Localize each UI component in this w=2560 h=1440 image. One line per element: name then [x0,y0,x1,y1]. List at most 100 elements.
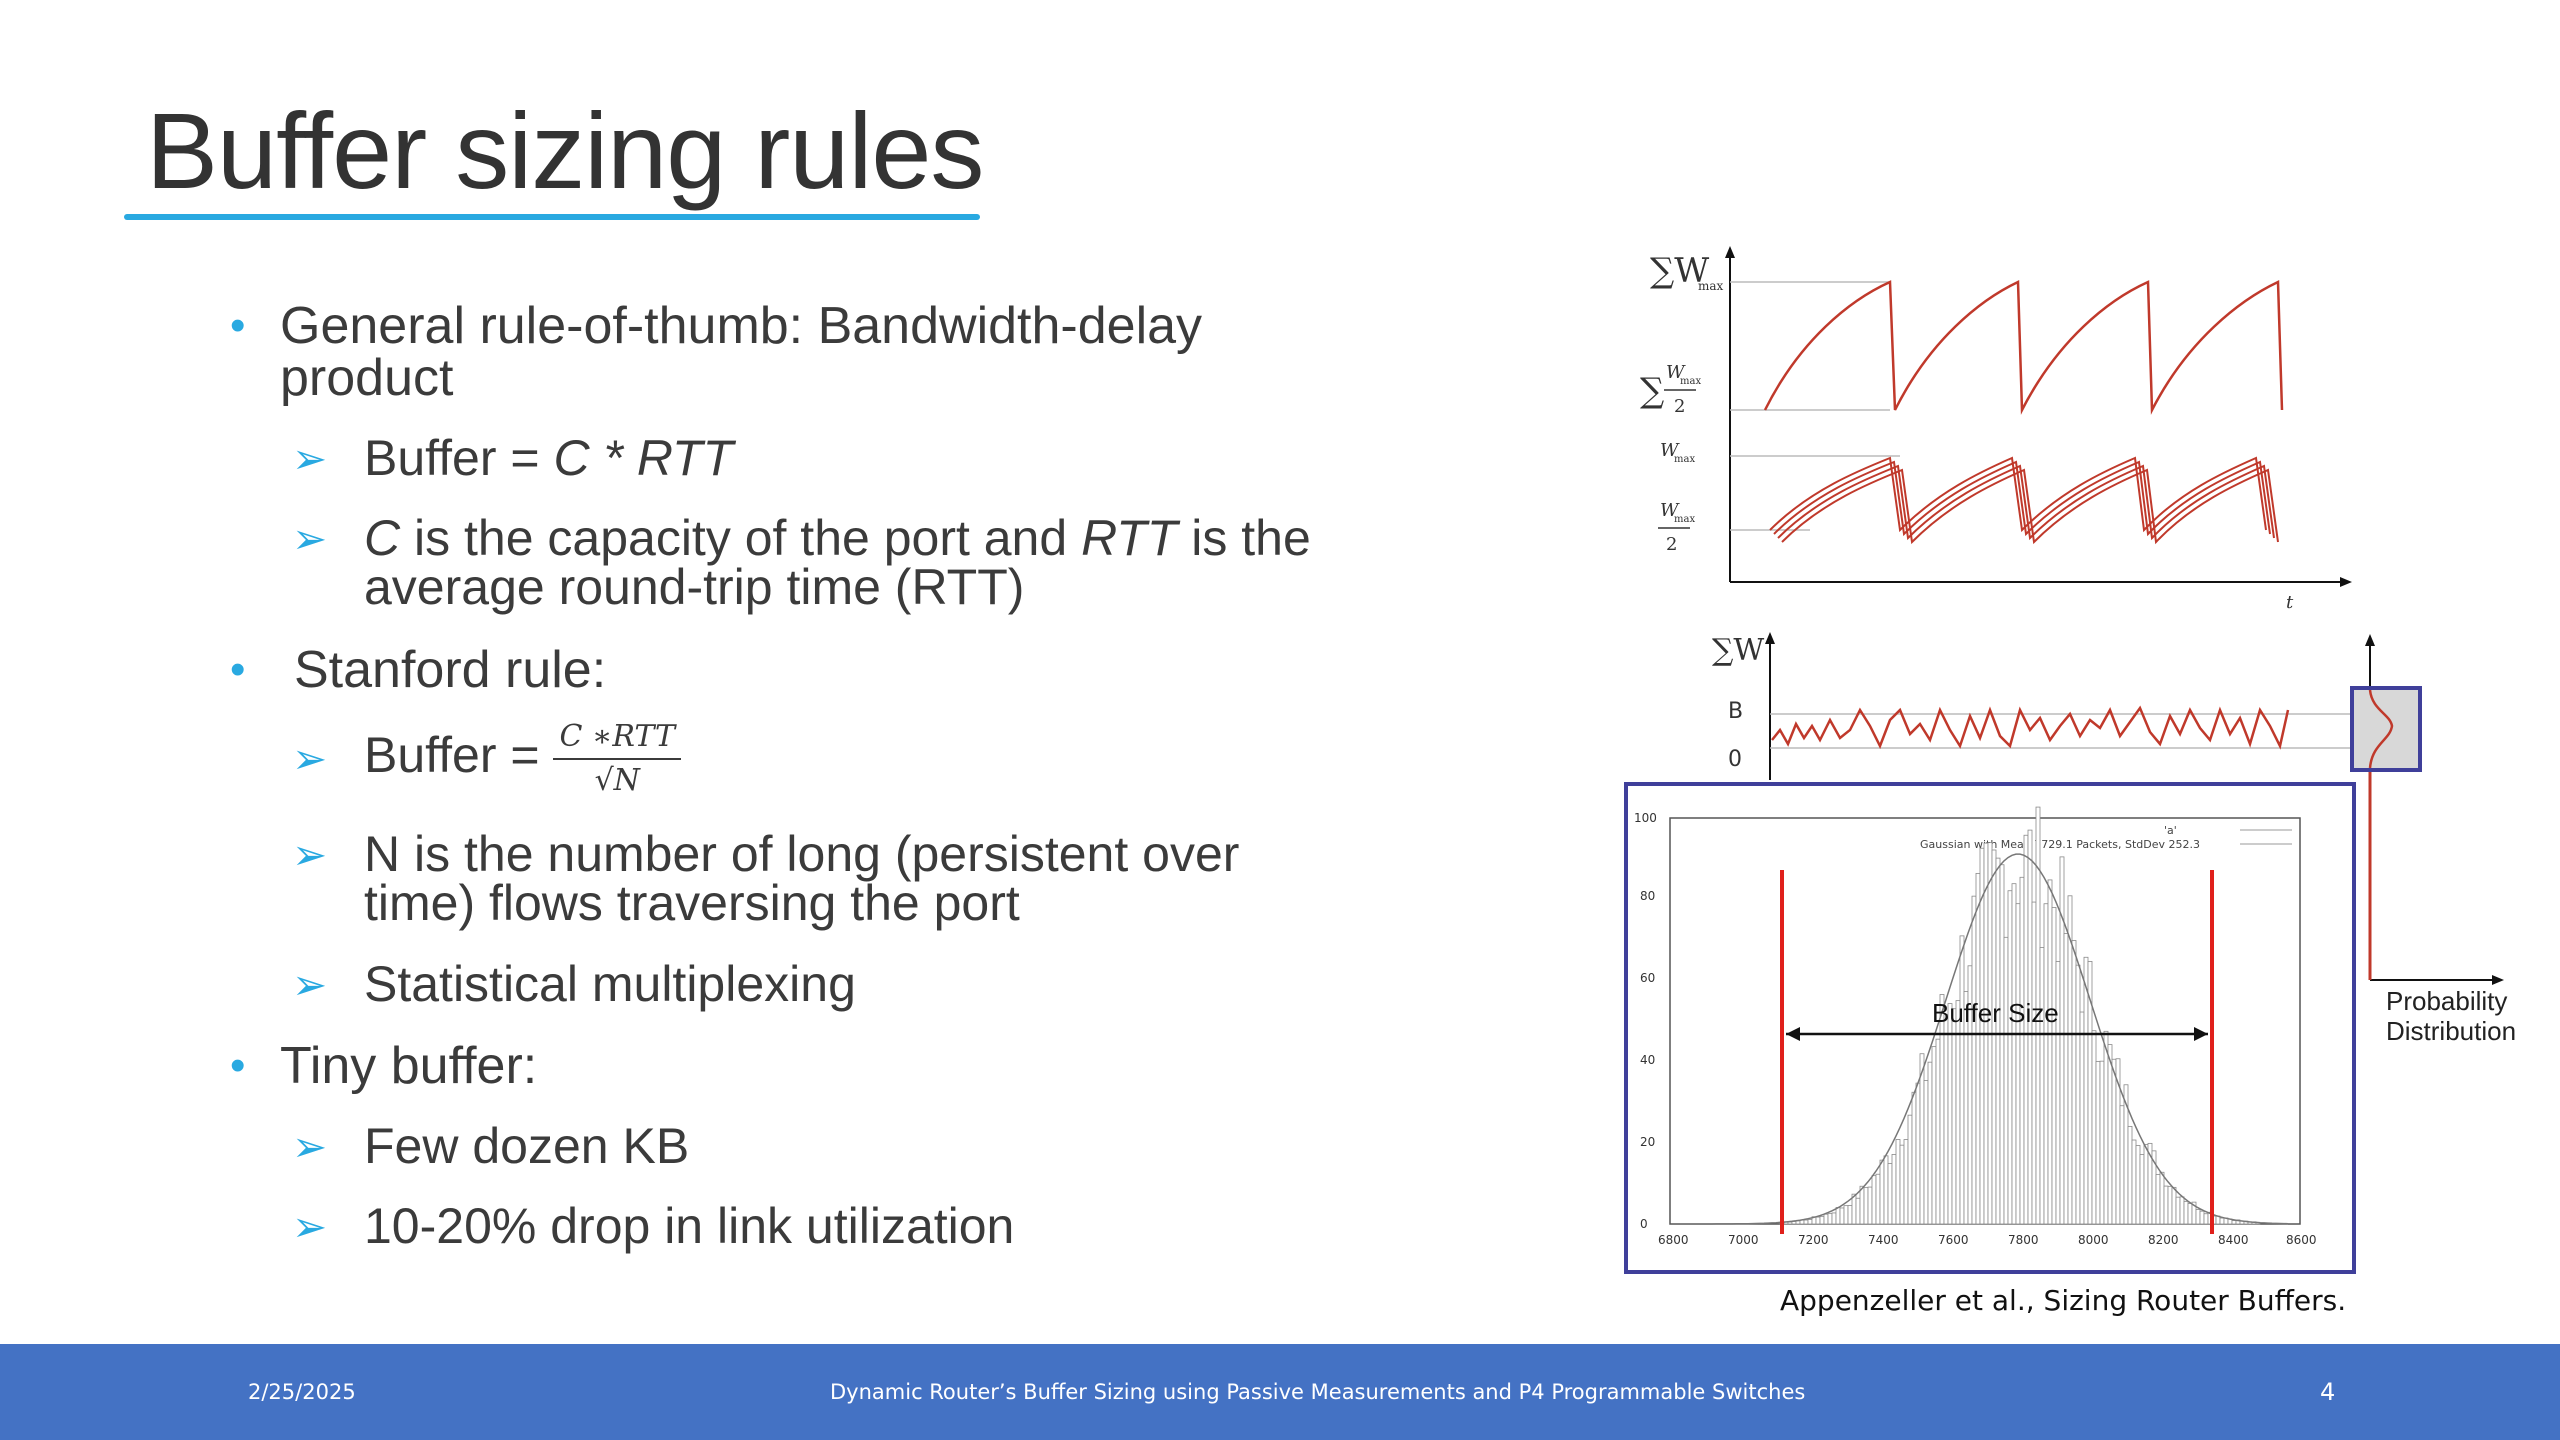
histogram-bar [1879,1159,1885,1225]
histogram-bar [1823,1213,1829,1225]
arrow-bullet-icon: ➢ [292,435,328,482]
bullet-text: Stanford rule: [294,641,607,699]
histogram-bar [1915,1082,1921,1225]
bullet-tiny-buffer: • Tiny buffer: [230,1037,538,1095]
buffer-size-label: Buffer Size [1932,998,2059,1028]
histogram-bar [1939,994,1945,1225]
histogram-bar [1999,864,2005,1225]
sub-stat-mux: ➢ Statistical multiplexing [292,959,856,1009]
histogram-bar [1995,857,2001,1225]
histogram-bar [1819,1216,1825,1225]
histogram-bar [1847,1205,1853,1225]
sub-stanford-formula: ➢ Buffer = C ∗RTT √N [292,720,682,798]
y-tick: 40 [1640,1053,1655,1067]
sub-rtt: RTT [1081,510,1178,566]
sub-n-flows: ➢ N is the number of long (persistent ov… [292,829,1239,931]
x-axis-arrow-icon [2340,577,2352,587]
arrow-left-icon [1786,1027,1800,1041]
sub-text: Statistical multiplexing [364,956,856,1012]
histogram-bar [2095,1061,2101,1225]
prob-label-2: Distribution [2386,1016,2516,1046]
queue-panel: ∑W B 0 Probability Distribution [1712,632,2516,1046]
figure-caption: Appenzeller et al., Sizing Router Buffer… [1780,1284,2347,1317]
page-number: 4 [2320,1378,2336,1406]
histogram-bar [1891,1154,1897,1225]
histogram-bar [1831,1212,1837,1225]
histogram-bar [2163,1185,2169,1225]
sub-link-drop: ➢ 10-20% drop in link utilization [292,1201,1014,1251]
arrow-bullet-icon: ➢ [292,831,328,878]
histogram-bar [2203,1213,2209,1225]
y-axis-arrow-icon [2365,634,2375,646]
noisy-window-curve [1771,705,2290,750]
individual-flow-curves [1769,456,2279,545]
histogram-bar [2071,940,2077,1225]
arrow-right-icon [2194,1027,2208,1041]
stanford-fraction: C ∗RTT √N [553,720,682,798]
prob-curve [2368,689,2394,769]
histogram-bar [2195,1209,2201,1225]
label-w-sub: max [1680,376,1701,387]
histogram-bar [2023,834,2029,1225]
bullet-general-rule: • General rule-of-thumb: Bandwidth-delay… [230,300,1202,404]
arrow-bullet-icon: ➢ [292,735,328,782]
histogram-bar [2063,933,2069,1225]
legend-entry-gaussian: Gaussian with Mean 7729.1 Packets, StdDe… [1920,838,2200,851]
arrow-bullet-icon: ➢ [292,1203,328,1250]
histogram-bar [2119,1105,2125,1225]
histogram-bar [1923,1080,1929,1225]
histogram-x-ticks: 6800 7000 7200 7400 7600 7800 8000 8200 … [1658,1233,2317,1247]
title-underline [124,214,980,220]
label-sum-wmax-sub: max [1698,279,1724,293]
histogram-bar [1855,1197,1861,1225]
label-sum-half: ∑ [1640,371,1664,411]
legend-entry-a: 'a' [2164,824,2177,837]
histogram-bar [2219,1217,2225,1225]
sub-text: N is the number of long (persistent over [364,826,1240,882]
label-half: 2 [1674,396,1685,417]
sub-few-dozen: ➢ Few dozen KB [292,1121,689,1171]
histogram-bar [2099,1060,2105,1225]
footer-bar: 2/25/2025 Dynamic Router’s Buffer Sizing… [0,1344,2560,1440]
histogram-bar [2079,1011,2085,1225]
histogram-bar [2075,964,2081,1225]
buffer-sizing-figure: ∑W max ∑ W max 2 W max W max 2 t [1624,246,2516,1274]
y-tick: 20 [1640,1135,1655,1149]
y-tick: 60 [1640,971,1655,985]
label-wmax: W [1660,440,1680,461]
label-wmax-sub: max [1674,454,1695,465]
y-tick: 0 [1640,1217,1648,1231]
histogram-bar [2083,956,2089,1225]
x-axis-arrow-icon [2492,975,2504,985]
histogram-bar [1883,1155,1889,1225]
bullet-dot: • [230,1041,246,1090]
histogram-bar [1851,1193,1857,1225]
y-axis-arrow-icon [1725,246,1735,258]
sub-text-cont: time) flows traversing the port [364,875,1020,931]
histogram-bar [2043,903,2049,1225]
label-sum-w: ∑W [1712,633,1764,668]
histogram-bar [1943,1014,1949,1225]
bullet-dot: • [230,645,246,694]
histogram-bar [1927,1061,1933,1225]
slide-title: Buffer sizing rules [146,90,984,211]
sub-text: Buffer = [364,727,554,784]
histogram-bar [1959,935,1965,1225]
histogram-bar [2051,907,2057,1225]
fraction-denominator: √N [594,763,640,798]
histogram-bar [2011,883,2017,1225]
bullet-stanford-rule: • Stanford rule: [230,641,607,699]
label-zero: 0 [1728,747,1742,772]
histogram-bar [1807,1219,1813,1225]
histogram-bar [2019,876,2025,1225]
histogram-bar [1895,1139,1901,1225]
sub-text-cont: average round-trip time (RTT) [364,559,1025,615]
histogram-bar [2091,1030,2097,1225]
sub-text: Few dozen KB [364,1118,690,1174]
x-tick: 7800 [2008,1233,2039,1247]
histogram-bar [1875,1173,1881,1225]
histogram-bar [2171,1186,2177,1225]
bullet-text: Tiny buffer: [280,1037,538,1095]
histogram-bar [1803,1219,1809,1225]
